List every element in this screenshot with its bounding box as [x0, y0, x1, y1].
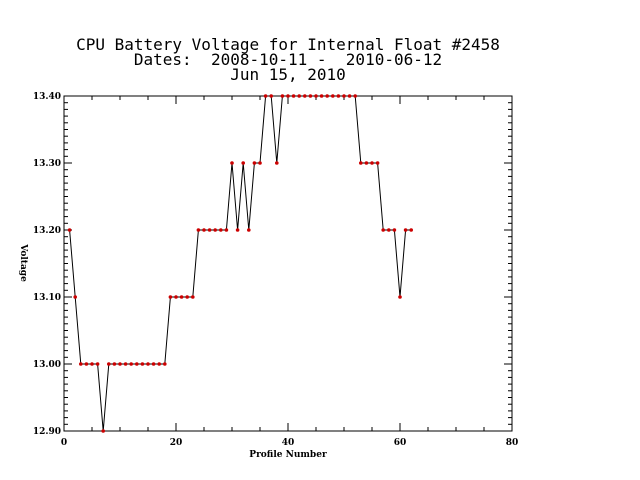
- data-point: [79, 362, 83, 366]
- data-point: [179, 295, 184, 299]
- data-point: [112, 362, 117, 366]
- data-point: [314, 94, 318, 98]
- data-point: [291, 94, 296, 98]
- data-point: [258, 161, 262, 165]
- data-point: [241, 161, 245, 165]
- data-point: [286, 94, 290, 98]
- data-point: [325, 94, 330, 98]
- x-tick-label: 60: [394, 438, 407, 448]
- data-point: [359, 161, 363, 165]
- y-tick-label: 13.00: [33, 360, 61, 370]
- plot-frame: [63, 95, 513, 432]
- data-point: [95, 362, 100, 366]
- data-point: [319, 94, 324, 98]
- data-point: [107, 362, 111, 366]
- data-point: [174, 295, 178, 299]
- data-point: [387, 228, 391, 232]
- data-point: [84, 362, 89, 366]
- data-point: [191, 295, 195, 299]
- data-point: [375, 161, 380, 165]
- data-point: [146, 362, 150, 366]
- y-axis-label: Voltage: [18, 243, 28, 282]
- data-point: [263, 94, 268, 98]
- x-tick-label: 20: [170, 438, 183, 448]
- data-point: [370, 161, 374, 165]
- data-point: [213, 228, 217, 232]
- data-point: [297, 94, 302, 98]
- data-point: [331, 94, 335, 98]
- y-tick-label: 13.10: [33, 293, 61, 303]
- data-point: [123, 362, 128, 366]
- chart-title: CPU Battery Voltage for Internal Float #…: [76, 35, 500, 54]
- data-point: [185, 295, 189, 299]
- data-point: [202, 228, 206, 232]
- data-point: [196, 228, 201, 232]
- chart-subtitle: Dates: 2008-10-11 - 2010-06-12: [133, 50, 443, 69]
- data-point: [275, 161, 279, 165]
- data-point: [151, 362, 156, 366]
- data-point: [90, 362, 94, 366]
- data-point: [303, 94, 307, 98]
- y-tick-label: 13.20: [33, 226, 61, 236]
- data-point: [101, 429, 105, 433]
- series-line: [69, 95, 412, 432]
- data-point: [342, 94, 346, 98]
- data-point: [118, 362, 122, 366]
- data-point: [67, 228, 72, 232]
- data-point: [140, 362, 145, 366]
- data-point: [247, 228, 251, 232]
- data-point: [269, 94, 274, 98]
- data-point: [403, 228, 408, 232]
- data-point: [280, 94, 285, 98]
- data-point: [129, 362, 133, 366]
- y-tick-label: 13.30: [33, 159, 61, 169]
- data-point: [157, 362, 161, 366]
- axes-group: [63, 95, 513, 432]
- data-point: [398, 295, 402, 299]
- x-tick-label: 40: [282, 438, 295, 448]
- tick-labels-group: 0 20 40 60 80 12.90 13.00 13.10 13.20 13.30 13.40: [33, 92, 518, 448]
- chart-title-block: CPU Battery Voltage for Internal Float #…: [64, 35, 512, 84]
- data-point: [353, 94, 358, 98]
- x-tick-label: 80: [506, 438, 519, 448]
- data-point: [163, 362, 167, 366]
- data-point: [73, 295, 77, 299]
- data-point: [230, 161, 234, 165]
- y-tick-label: 13.40: [33, 92, 61, 102]
- data-point: [219, 228, 223, 232]
- x-axis-label: Profile Number: [249, 450, 327, 460]
- plot-group: [67, 94, 414, 433]
- ticks-group: [63, 95, 513, 432]
- chart-date: Jun 15, 2010: [230, 65, 346, 84]
- data-point: [252, 161, 257, 165]
- x-tick-label: 0: [61, 438, 67, 448]
- data-point: [409, 228, 414, 232]
- data-point: [336, 94, 341, 98]
- data-point: [235, 228, 240, 232]
- data-point: [392, 228, 397, 232]
- data-point: [168, 295, 173, 299]
- data-point: [135, 362, 139, 366]
- data-point: [364, 161, 369, 165]
- data-point: [381, 228, 386, 232]
- data-point: [224, 228, 229, 232]
- data-point: [207, 228, 212, 232]
- data-point: [308, 94, 313, 98]
- y-tick-label: 12.90: [33, 427, 61, 437]
- data-point: [347, 94, 352, 98]
